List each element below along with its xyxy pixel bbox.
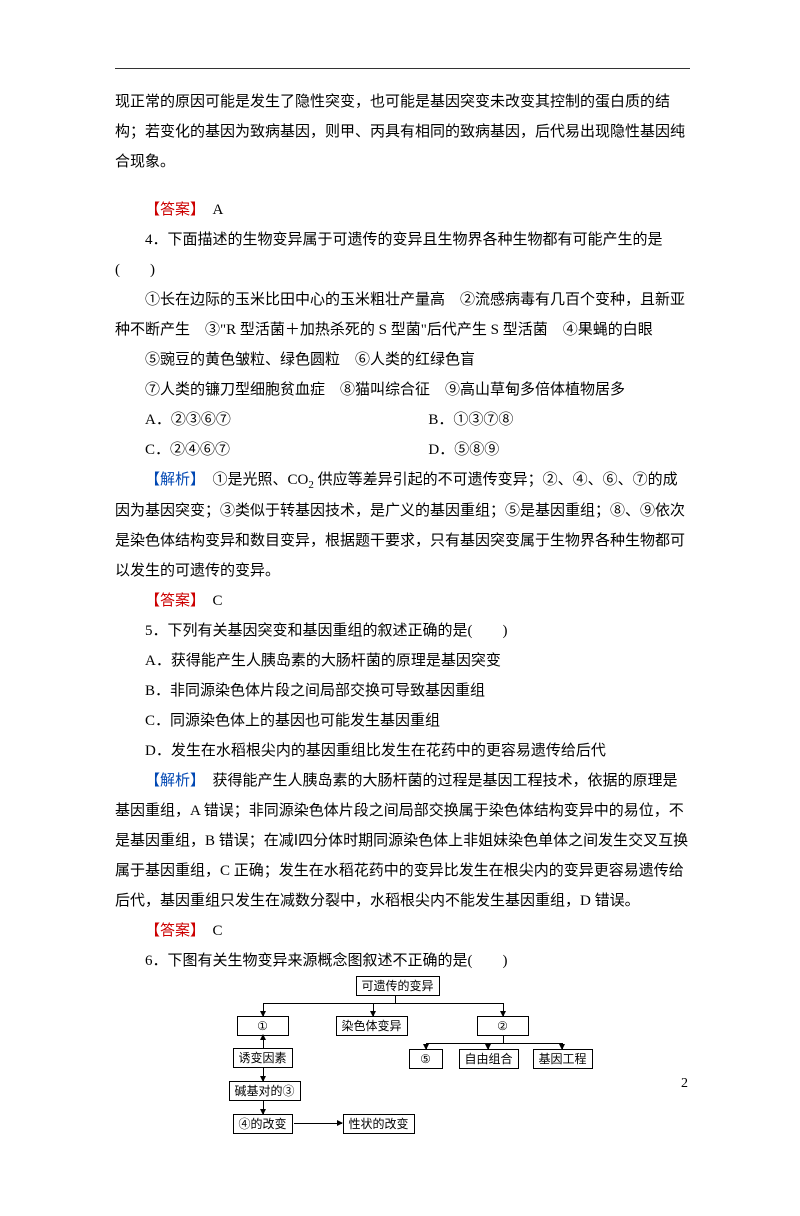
node-trait: 性状的改变 — [343, 1114, 415, 1134]
q3-answer-value: A — [198, 202, 224, 218]
q4-items1: ①长在边际的玉米比田中心的玉米粗壮产量高 ②流感病毒有几百个变种，且新亚种不断产… — [115, 285, 690, 345]
page-number: 2 — [681, 1070, 688, 1098]
answer-label: 【答案】 — [145, 202, 198, 218]
q4-analysis-post: 供应等差异引起的不可遗传变异；②、④、⑥、⑦的成因为基因突变；③类似于转基因技术… — [115, 472, 685, 579]
q4-items3: ⑦人类的镰刀型细胞贫血症 ⑧猫叫综合征 ⑨高山草甸多倍体植物居多 — [115, 375, 690, 405]
q4-A: A．②③⑥⑦ — [145, 405, 428, 435]
node-gene-eng: 基因工程 — [533, 1049, 593, 1069]
q4-answer: 【答案】 C — [115, 586, 690, 616]
q5-answer-value: C — [198, 923, 223, 939]
q4-answer-value: C — [198, 593, 223, 609]
q6-stem: 6．下图有关生物变异来源概念图叙述不正确的是( ) — [115, 946, 690, 976]
q5-stem: 5．下列有关基因突变和基因重组的叙述正确的是( ) — [115, 616, 690, 646]
q4-analysis: 【解析】 ①是光照、CO2 供应等差异引起的不可遗传变异；②、④、⑥、⑦的成因为… — [115, 465, 690, 586]
intro-line2: 若变化的基因为致病基因，则甲、丙具有相同的致病基因，后代易出现隐性基因纯合现象。 — [115, 124, 685, 170]
q4-C: C．②④⑥⑦ — [145, 435, 428, 465]
node-2: ② — [477, 1016, 529, 1036]
answer-label: 【答案】 — [145, 593, 198, 609]
node-induce: 诱变因素 — [233, 1048, 293, 1068]
node-free: 自由组合 — [459, 1049, 519, 1069]
q5-D: D．发生在水稻根尖内的基因重组比发生在花药中的更容易遗传给后代 — [115, 736, 690, 766]
q4-analysis-pre: ①是光照、CO — [198, 472, 309, 488]
q5-answer: 【答案】 C — [115, 916, 690, 946]
q4-options-row1: A．②③⑥⑦ B．①③⑦⑧ — [115, 405, 690, 435]
q5-B: B．非同源染色体片段之间局部交换可导致基因重组 — [115, 676, 690, 706]
q4-items2: ⑤豌豆的黄色皱粒、绿色圆粒 ⑥人类的红绿色盲 — [115, 345, 690, 375]
node-change4: ④的改变 — [233, 1114, 293, 1134]
node-chrom: 染色体变异 — [336, 1016, 408, 1036]
node-5: ⑤ — [409, 1049, 443, 1069]
q5-analysis: 【解析】 获得能产生人胰岛素的大肠杆菌的过程是基因工程技术，依据的原理是基因重组… — [115, 766, 690, 916]
answer-label: 【答案】 — [145, 923, 198, 939]
q5-A: A．获得能产生人胰岛素的大肠杆菌的原理是基因突变 — [115, 646, 690, 676]
q5-analysis-text: 获得能产生人胰岛素的大肠杆菌的过程是基因工程技术，依据的原理是基因重组，A 错误… — [115, 773, 688, 909]
diagram-container: 可遗传的变异 ① 染色体变异 ② 诱变因素 ⑤ 自由组合 基因工程 — [115, 976, 690, 1176]
q4-stem: 4．下面描述的生物变异属于可遗传的变异且生物界各种生物都有可能产生的是( ) — [115, 225, 690, 285]
intro-para: 现正常的原因可能是发生了隐性突变，也可能是基因突变未改变其控制的蛋白质的结构；若… — [115, 87, 690, 177]
q4-B: B．①③⑦⑧ — [428, 405, 690, 435]
q5-C: C．同源染色体上的基因也可能发生基因重组 — [115, 706, 690, 736]
node-root: 可遗传的变异 — [356, 976, 440, 996]
q4-options-row2: C．②④⑥⑦ D．⑤⑧⑨ — [115, 435, 690, 465]
q4-D: D．⑤⑧⑨ — [428, 435, 690, 465]
node-base: 碱基对的③ — [229, 1081, 301, 1101]
analysis-label: 【解析】 — [145, 472, 198, 488]
q3-answer: 【答案】 A — [115, 195, 690, 225]
analysis-label: 【解析】 — [145, 773, 198, 789]
variation-diagram: 可遗传的变异 ① 染色体变异 ② 诱变因素 ⑤ 自由组合 基因工程 — [223, 976, 583, 1176]
